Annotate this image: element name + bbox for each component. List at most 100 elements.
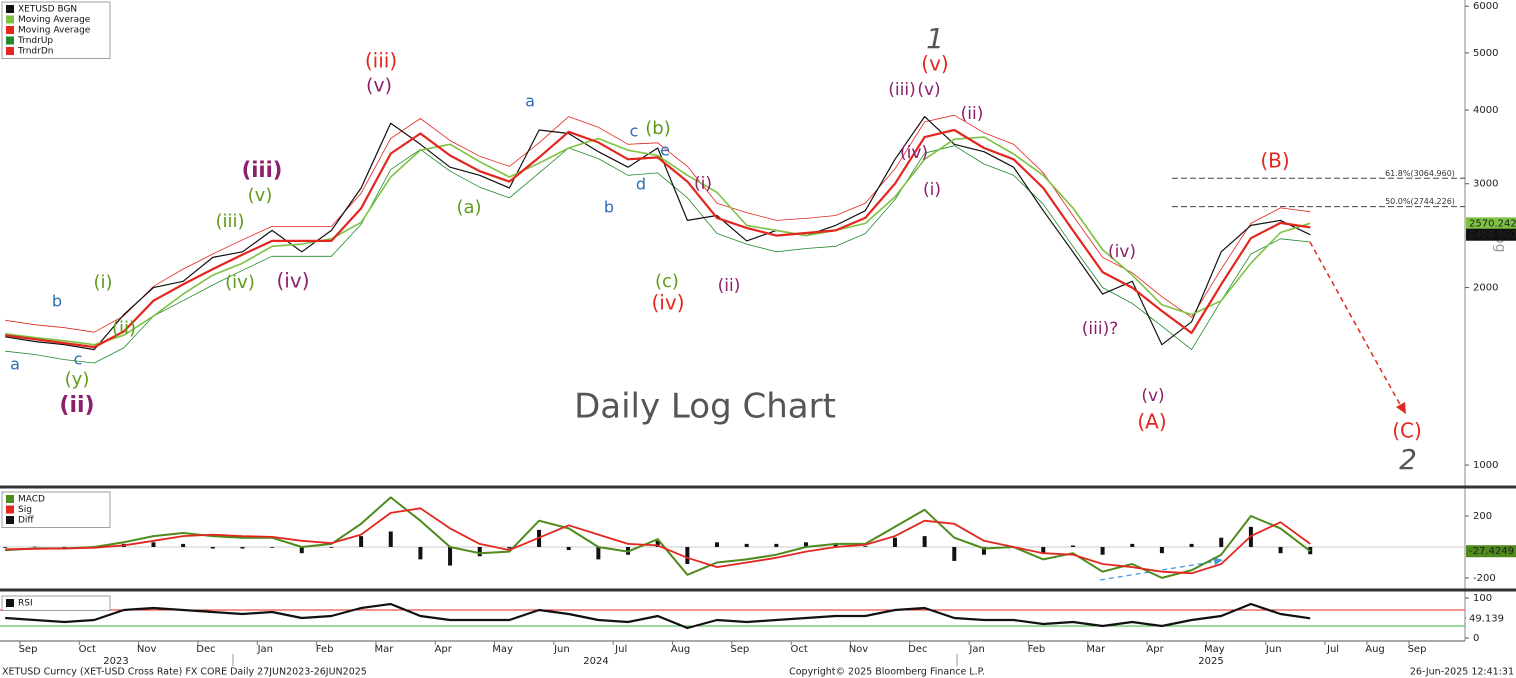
last-value-box	[1466, 217, 1516, 230]
wave-label: (v)	[917, 80, 940, 100]
x-tick-label: Mar	[374, 644, 394, 655]
x-tick-label: Sep	[1408, 644, 1427, 655]
diff-bar	[1159, 546, 1164, 554]
year-label: 2023	[103, 656, 128, 667]
wave-label: b	[52, 292, 62, 311]
y-tick-label: 2000	[1473, 283, 1498, 294]
y-tick-label: 0	[1473, 633, 1479, 644]
diff-bar	[181, 543, 186, 547]
diff-bar	[299, 546, 304, 554]
x-tick-label: Jun	[1265, 644, 1282, 655]
diff-bar	[270, 546, 275, 548]
diff-bar	[715, 542, 720, 547]
x-tick-label: Aug	[671, 644, 691, 655]
diff-bar	[1219, 537, 1224, 547]
legend-label: TrndrUp	[17, 36, 53, 46]
footer-center: Copyright© 2025 Bloomberg Finance L.P.	[789, 667, 985, 678]
wave-label: (iv)	[225, 272, 255, 293]
y-tick-label: 5000	[1473, 48, 1498, 59]
legend-label: TrndrDn	[17, 47, 53, 57]
x-tick-label: Jan	[257, 644, 273, 655]
wave-label: (v)	[921, 52, 948, 76]
last-value-label: 2458.500	[1469, 230, 1516, 241]
wave-label: (v)	[248, 185, 273, 206]
diff-bar	[62, 546, 67, 548]
chart-title: Daily Log Chart	[574, 387, 836, 427]
wave-label: (iii)	[888, 80, 915, 100]
wave-label: (iii)	[215, 211, 244, 232]
series-line	[5, 116, 1311, 351]
diff-bar	[922, 536, 927, 547]
diff-bar	[1070, 545, 1075, 547]
diff-bar	[32, 546, 37, 548]
wave-label: (iii)?	[1082, 319, 1118, 339]
footer-left: XETUSD Curncy (XET-USD Cross Rate) FX CO…	[2, 667, 367, 678]
legend-box	[1, 595, 111, 611]
x-tick-label: Oct	[79, 644, 96, 655]
legend-swatch	[6, 5, 14, 13]
y-tick-label: 3000	[1473, 179, 1498, 190]
legend-label: Moving Average	[18, 15, 91, 25]
last-value-label: 49.139	[1469, 613, 1504, 624]
x-tick-label: Dec	[196, 644, 215, 655]
diff-bar	[1100, 546, 1105, 555]
diff-bar	[210, 546, 215, 549]
diff-bar	[448, 546, 453, 566]
diff-bar	[3, 546, 8, 548]
diff-bar	[507, 546, 512, 549]
diff-bar	[1189, 543, 1194, 547]
legend-swatch	[6, 47, 14, 55]
legend-swatch	[6, 505, 14, 514]
wave-label: (C)	[1392, 419, 1422, 443]
wave-label: (ii)	[59, 393, 94, 418]
diff-bar	[833, 543, 838, 547]
x-tick-label: Mar	[1086, 644, 1106, 655]
year-label: 2025	[1198, 656, 1223, 667]
legend-swatch	[6, 36, 14, 45]
legend-swatch	[6, 495, 14, 503]
legend-label: Sig	[18, 505, 32, 515]
x-tick-label: Feb	[316, 644, 334, 655]
wave-label: c	[74, 350, 83, 369]
diff-bar	[1041, 546, 1046, 554]
diff-bar	[240, 546, 245, 549]
y-tick-label: 6000	[1473, 1, 1498, 12]
series-line	[5, 114, 1311, 333]
legend-label: XETUSD BGN	[18, 5, 77, 15]
wave-label: (i)	[694, 174, 712, 194]
x-tick-label: Oct	[791, 644, 808, 655]
x-tick-label: Jul	[1326, 644, 1339, 655]
fib-label: 50.0%(2744.226)	[1385, 197, 1455, 206]
x-tick-label: May	[1204, 644, 1225, 655]
diff-bar	[477, 546, 482, 557]
legend-swatch	[6, 599, 14, 607]
diff-bar	[151, 542, 156, 547]
x-tick-label: Aug	[1365, 644, 1385, 655]
x-tick-label: Jun	[553, 644, 570, 655]
diff-bar	[388, 531, 393, 547]
y-tick-label: 100	[1473, 593, 1492, 604]
series-line	[5, 507, 1311, 575]
legend-swatch	[6, 15, 14, 24]
diff-bar	[892, 537, 897, 547]
x-tick-label: Apr	[1146, 644, 1164, 655]
wave-label: (i)	[93, 272, 112, 293]
wave-label: d	[636, 175, 646, 194]
x-tick-label: Sep	[730, 644, 749, 655]
wave-label: (v)	[1141, 386, 1164, 406]
wave-label: (iv)	[1108, 242, 1136, 262]
footer-right: 26-Jun-2025 12:41:31	[1410, 667, 1514, 678]
last-value-box	[1466, 612, 1516, 625]
diff-bar	[952, 546, 957, 561]
wave-label: a	[10, 355, 20, 374]
wave-label: 2	[1399, 443, 1417, 476]
diff-bar	[774, 543, 779, 547]
wave-label: (iv)	[277, 269, 310, 293]
y-tick-label: 4000	[1473, 105, 1498, 116]
x-tick-label: Feb	[1028, 644, 1046, 655]
x-tick-label: Dec	[908, 644, 927, 655]
diff-bar	[329, 546, 334, 548]
wave-label: (iv)	[652, 291, 685, 315]
series-line	[5, 496, 1311, 579]
